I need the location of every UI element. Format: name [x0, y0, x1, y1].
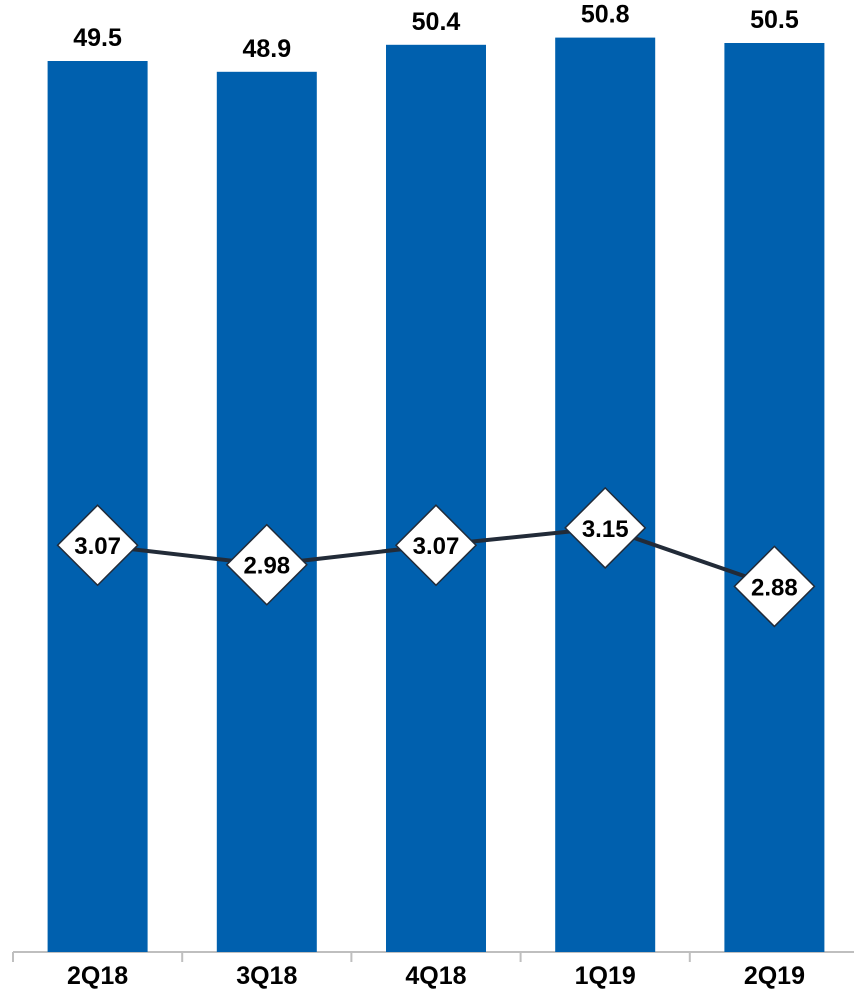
line-value-label: 3.07: [413, 533, 460, 560]
line-marker: [56, 504, 139, 587]
bar-value-label: 50.5: [750, 6, 799, 34]
bar-value-label: 50.8: [581, 1, 630, 29]
bar: [216, 71, 317, 953]
line-markers: 3.07 2.98 3.07 3.15 2.88: [56, 486, 816, 628]
bar-value-label: 48.9: [242, 35, 291, 63]
line-value-label: 3.07: [74, 533, 121, 560]
category-label: 4Q18: [405, 962, 466, 990]
line-value-label: 3.15: [582, 516, 629, 543]
category-label: 1Q19: [575, 962, 636, 990]
bar: [724, 43, 825, 952]
line-marker: [394, 504, 478, 587]
line-value-label: 2.88: [751, 574, 798, 601]
category-labels: 2Q18 3Q18 4Q18 1Q19 2Q19: [67, 962, 805, 990]
category-label: 2Q18: [67, 962, 128, 990]
x-axis-ticks: [12, 952, 691, 962]
category-label: 3Q18: [236, 962, 297, 990]
bar-value-label: 50.4: [412, 8, 461, 36]
bar-value-label: 49.5: [73, 24, 122, 52]
bar: [386, 44, 486, 953]
bar-value-labels: 49.5 48.9 50.4 50.8 50.5: [73, 1, 799, 63]
line-marker: [225, 523, 308, 606]
bar-series: [47, 37, 825, 953]
line-marker: [733, 545, 816, 628]
line-value-label: 2.98: [243, 553, 290, 580]
category-label: 2Q19: [744, 962, 805, 990]
line-marker: [564, 486, 647, 569]
